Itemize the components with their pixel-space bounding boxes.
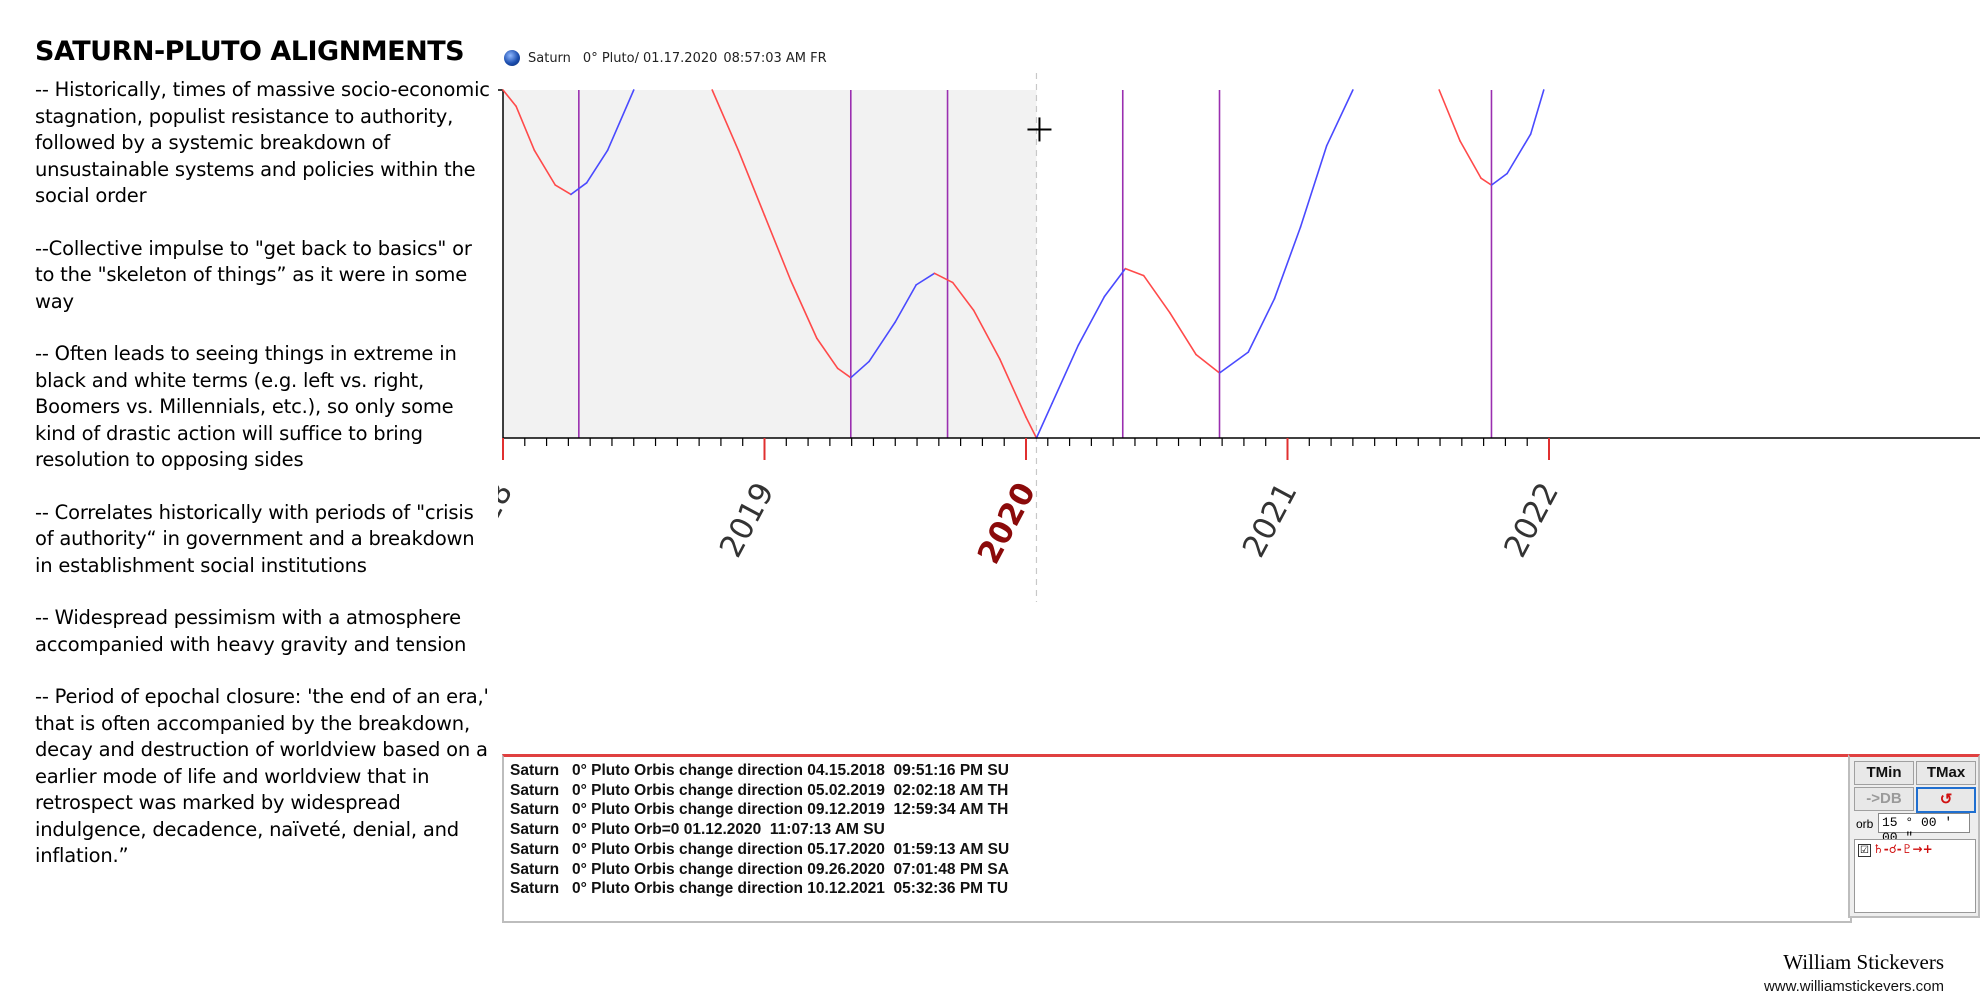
curve-segment — [1195, 353, 1221, 374]
aspect-glyphs: ♄-☌-♇→+ — [1873, 842, 1933, 856]
past-region — [503, 90, 1037, 438]
controls-panel: TMin TMax ->DB ↺ orb 15 ° 00 ' 00 " ☑ ♄-… — [1848, 754, 1980, 918]
curve-segment — [570, 182, 588, 196]
curve-segment — [1529, 89, 1545, 135]
curve-segment — [1124, 267, 1145, 277]
window-titlebar: Saturn 0° Pluto/ 01.17.2020 08:57:03 AM … — [504, 48, 827, 68]
orb-label: orb — [1856, 817, 1874, 831]
paragraph: --Collective impulse to "get back to bas… — [35, 236, 472, 313]
planet-label: Saturn — [528, 50, 571, 66]
date-label: 01.17.2020 — [642, 50, 718, 66]
curve-segment — [915, 272, 936, 286]
to-db-button[interactable]: ->DB — [1854, 787, 1914, 811]
event-row[interactable]: Saturn 0° Pluto Orbis change direction 0… — [510, 860, 1009, 878]
event-row[interactable]: Saturn 0° Pluto Orbis change direction 0… — [510, 781, 1009, 799]
curve-segment — [1103, 267, 1127, 298]
curve-segment — [1506, 133, 1532, 175]
curve-segment — [836, 367, 852, 379]
curve-segment — [849, 360, 870, 379]
curve-segment — [1025, 416, 1038, 439]
app-window: Saturn 0° Pluto/ 01.17.2020 08:57:03 AM … — [498, 42, 1980, 923]
curve-segment — [1325, 89, 1354, 147]
curve-segment — [1490, 172, 1508, 186]
reset-button[interactable]: ↺ — [1916, 787, 1976, 813]
curve-segment — [606, 89, 635, 152]
curve-segment — [1273, 226, 1302, 300]
events-list: Saturn 0° Pluto Orbis change direction 0… — [510, 761, 1850, 899]
curve-segment — [1438, 89, 1461, 142]
events-panel[interactable]: Saturn 0° Pluto Orbis change direction 0… — [502, 754, 1852, 923]
paragraph: -- Widespread pessimism with a atmospher… — [35, 606, 467, 656]
curve-segment — [1077, 295, 1106, 347]
curve-segment — [585, 149, 609, 184]
orb-chart[interactable]: ORB=020182019202020212022 — [498, 72, 1980, 752]
year-label: 2020 — [971, 477, 1043, 570]
year-label: 2018 — [498, 477, 520, 564]
year-label: 2019 — [713, 477, 782, 564]
curve-segment — [1169, 311, 1197, 356]
page-title: SATURN-PLUTO ALIGNMENTS — [35, 36, 465, 67]
curve-segment — [1142, 274, 1171, 314]
curve-segment — [1218, 351, 1250, 374]
event-row[interactable]: Saturn 0° Pluto Orbis change direction 0… — [510, 840, 1010, 858]
aspect-checkbox[interactable]: ☑ — [1858, 844, 1871, 857]
author-name: William Stickevers — [1783, 950, 1944, 974]
curve-segment — [1480, 177, 1493, 186]
curve-segment — [999, 358, 1027, 418]
tmin-button[interactable]: TMin — [1854, 761, 1914, 785]
event-row[interactable]: Saturn 0° Pluto Orbis change direction 1… — [510, 880, 1009, 898]
curve-segment — [533, 149, 557, 186]
curve-segment — [1247, 298, 1276, 353]
paragraph: -- Correlates historically with periods … — [35, 500, 475, 577]
curve-segment — [1459, 140, 1482, 179]
curve-segment — [1299, 144, 1328, 228]
event-row[interactable]: Saturn 0° Pluto Orbis change direction 0… — [510, 801, 1009, 819]
left-panel: SATURN-PLUTO ALIGNMENTS -- Historically,… — [35, 36, 495, 896]
curve-segment — [502, 89, 517, 108]
curve-segment — [951, 281, 975, 312]
curve-segment — [933, 272, 954, 284]
globe-icon — [504, 50, 520, 66]
curve-segment — [711, 89, 740, 152]
curve-segment — [894, 284, 917, 323]
paragraph: -- Historically, times of massive socio-… — [35, 78, 490, 207]
website-url: www.williamstickevers.com — [1763, 978, 1944, 995]
orb-input[interactable]: 15 ° 00 ' 00 " — [1878, 813, 1970, 845]
curve-segment — [1035, 402, 1053, 439]
year-label: 2021 — [1236, 477, 1305, 564]
event-row[interactable]: Saturn 0° Pluto Orb=0 01.12.2020 11:07:1… — [510, 821, 885, 839]
curve-segment — [789, 279, 818, 340]
curve-segment — [815, 337, 839, 370]
time-label: 08:57:03 AM FR — [723, 50, 827, 66]
reset-icon: ↺ — [1939, 791, 1953, 808]
year-label: 2022 — [1497, 477, 1566, 564]
tmax-button[interactable]: TMax — [1916, 761, 1976, 785]
aspect-list[interactable]: ☑ ♄-☌-♇→+ — [1854, 839, 1976, 913]
curve-segment — [763, 214, 792, 282]
paragraph: -- Often leads to seeing things in extre… — [35, 342, 457, 471]
curve-segment — [972, 309, 1001, 360]
curve-segment — [868, 321, 897, 363]
curve-segment — [1051, 344, 1080, 405]
event-row[interactable]: Saturn 0° Pluto Orbis change direction 0… — [510, 762, 1009, 779]
curve-segment — [515, 105, 536, 152]
curve-segment — [554, 184, 572, 196]
aspect-label: 0° Pluto/ — [582, 50, 639, 66]
paragraph: -- Period of epochal closure: 'the end o… — [35, 685, 489, 867]
curve-segment — [737, 149, 766, 217]
